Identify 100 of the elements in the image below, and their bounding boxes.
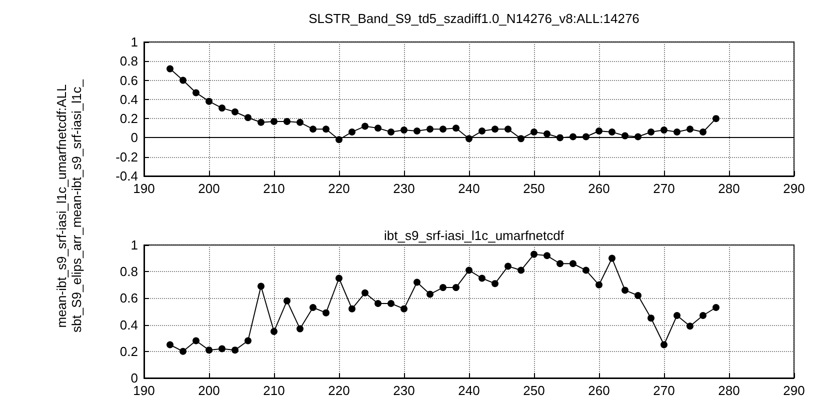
x-tick-label: 200 <box>198 181 220 196</box>
point <box>362 122 368 130</box>
point <box>686 322 694 330</box>
chart-title: ibt_s9_srf-iasi_l1c_umarfnetcdf <box>384 228 564 243</box>
x-tick-label: 230 <box>393 383 415 398</box>
point <box>426 290 434 298</box>
point <box>608 254 616 262</box>
y-tick-label: 0.6 <box>120 72 138 88</box>
point <box>336 274 342 282</box>
point <box>478 274 486 282</box>
point <box>284 118 290 125</box>
point <box>244 337 252 344</box>
x-tick-label: 270 <box>653 181 675 196</box>
x-tick-label: 220 <box>328 383 350 398</box>
point <box>544 252 550 260</box>
y-tick-label: 0.8 <box>120 264 138 280</box>
y-axis-title: mean-ibt_s9_srf-iasi_l1c_umarfnetcdf:ALL sbt_S9_elips_arr_mean-ibt_s9_srf-iasi_l1c_ <box>54 78 85 334</box>
point <box>374 124 382 132</box>
point <box>700 312 706 319</box>
point <box>478 128 486 135</box>
point <box>400 305 408 312</box>
point <box>700 128 706 136</box>
y-tick-label: 0.2 <box>120 111 138 126</box>
point <box>310 304 316 312</box>
point <box>244 114 252 122</box>
point <box>634 292 642 300</box>
point <box>712 115 720 122</box>
point <box>166 341 174 348</box>
point <box>570 260 576 268</box>
x-tick-label: 290 <box>783 181 805 196</box>
point <box>270 118 278 125</box>
point <box>296 325 304 332</box>
x-tick-label: 280 <box>718 383 740 398</box>
x-tick-label: 220 <box>328 181 350 196</box>
point <box>284 297 290 304</box>
x-tick-label: 280 <box>718 181 740 196</box>
point <box>674 312 680 319</box>
point <box>426 126 434 133</box>
point <box>180 348 186 355</box>
point <box>452 124 460 132</box>
x-tick-label: 240 <box>458 383 480 398</box>
point <box>166 65 174 72</box>
point <box>608 128 616 136</box>
point <box>492 280 498 288</box>
y-tick-label: 0.2 <box>120 344 138 359</box>
point <box>674 128 680 136</box>
x-tick-label: 260 <box>588 181 610 196</box>
y-tick-label: 1 <box>130 34 138 50</box>
point <box>440 126 446 133</box>
point <box>192 337 200 344</box>
point <box>258 282 264 290</box>
point <box>622 286 628 294</box>
y-tick-label: 1 <box>130 238 138 252</box>
y-tick-label: 0.4 <box>120 317 138 332</box>
point <box>452 284 460 292</box>
point <box>466 266 472 274</box>
y-tick-label: -0.2 <box>116 149 138 164</box>
point <box>206 346 212 354</box>
point <box>374 300 382 308</box>
x-tick-label: 270 <box>653 383 675 398</box>
point <box>660 126 668 134</box>
point <box>206 98 212 105</box>
x-tick-label: 260 <box>588 383 610 398</box>
x-tick-label: 190 <box>133 383 155 398</box>
point <box>582 266 590 274</box>
y-tick-label: 0.8 <box>120 54 138 69</box>
point <box>596 281 602 288</box>
point <box>388 128 394 136</box>
point <box>348 305 356 312</box>
point <box>712 304 720 312</box>
point <box>504 262 512 270</box>
point <box>556 260 564 268</box>
x-tick-label: 290 <box>783 383 805 398</box>
point <box>492 126 498 133</box>
point <box>192 89 200 96</box>
x-tick-label: 250 <box>523 383 545 398</box>
point <box>218 104 226 112</box>
point <box>232 108 238 116</box>
point <box>440 284 446 292</box>
point <box>544 130 550 138</box>
point <box>296 118 304 126</box>
point <box>596 128 602 135</box>
point <box>388 300 394 308</box>
y-tick-label: -0.4 <box>116 168 138 184</box>
y-tick-label: 0 <box>130 130 138 146</box>
point <box>660 341 668 348</box>
point <box>414 128 420 135</box>
point <box>686 126 694 133</box>
point <box>518 266 524 274</box>
point <box>322 126 330 133</box>
y-tick-label: 0 <box>130 370 138 386</box>
x-tick-label: 210 <box>263 181 285 196</box>
point <box>310 126 316 133</box>
x-tick-label: 210 <box>263 383 285 398</box>
point <box>270 328 278 335</box>
point <box>504 126 512 133</box>
chart-title: SLSTR_Band_S9_td5_szadiff1.0_N14276_v8:ALL:14276 <box>308 11 640 26</box>
point <box>648 128 654 136</box>
point <box>648 314 654 322</box>
y-tick-label: 0.4 <box>120 92 138 107</box>
